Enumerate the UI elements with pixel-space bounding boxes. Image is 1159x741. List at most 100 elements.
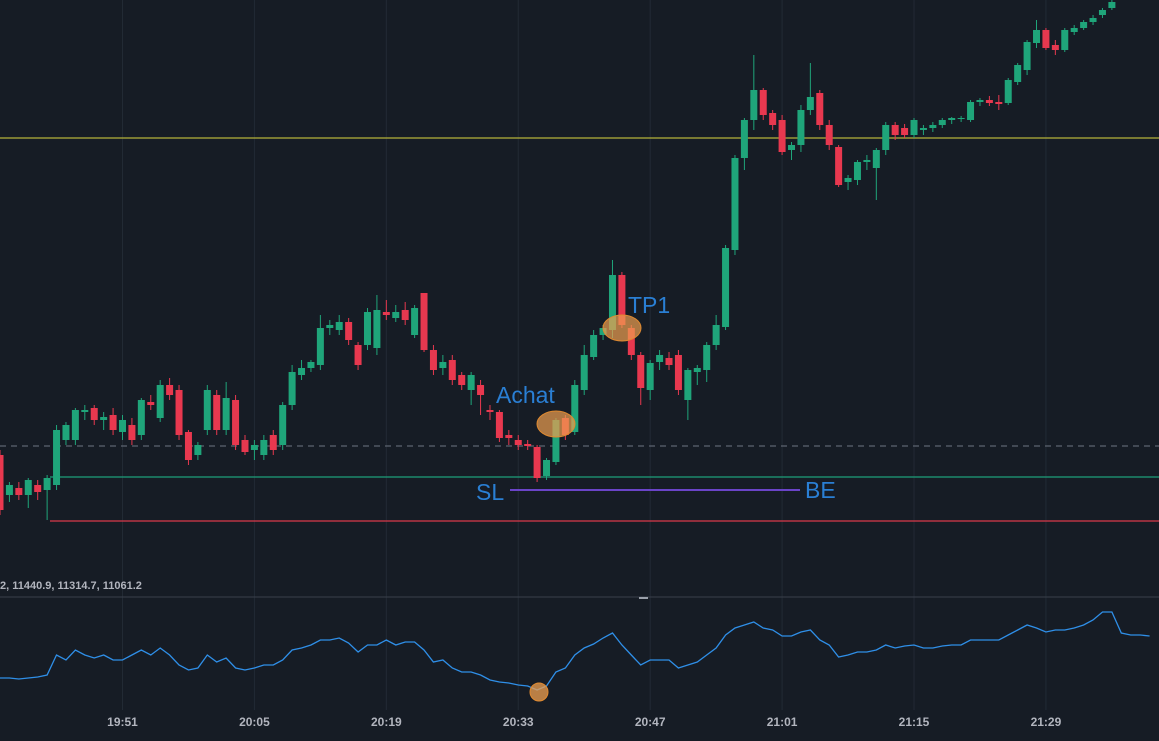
- candle-body: [656, 355, 664, 362]
- candle-body: [241, 440, 249, 452]
- candle-body: [759, 90, 767, 115]
- candle-body: [1108, 2, 1116, 8]
- candle-body: [995, 102, 1003, 104]
- candle-body: [806, 97, 814, 110]
- candle-body: [590, 335, 598, 357]
- candle-body: [750, 90, 758, 120]
- candle-body: [722, 248, 730, 327]
- candle-body: [1061, 30, 1069, 50]
- candle-body: [458, 375, 466, 385]
- indicator: [0, 611, 1150, 691]
- candle-body: [1080, 22, 1088, 28]
- x-tick-label: 21:29: [1031, 715, 1062, 729]
- x-tick-label: 21:15: [899, 715, 930, 729]
- candle-body: [788, 145, 796, 150]
- candle-body: [467, 375, 475, 390]
- candle-body: [938, 120, 946, 125]
- candle-body: [608, 275, 616, 330]
- candle-body: [486, 410, 494, 412]
- candle-body: [665, 358, 673, 365]
- candle-body: [703, 345, 711, 370]
- candle-body: [90, 408, 98, 420]
- candle-body: [1004, 80, 1012, 103]
- candle-body: [1014, 65, 1022, 82]
- candle-body: [203, 390, 211, 430]
- candle-body: [948, 118, 956, 120]
- candle-body: [316, 328, 324, 365]
- x-tick-label: 20:33: [503, 715, 534, 729]
- candle-body: [863, 160, 871, 162]
- annotation: TP1: [628, 292, 670, 318]
- candle-body: [646, 363, 654, 390]
- candle-body: [1089, 18, 1097, 22]
- candle-body: [269, 435, 277, 450]
- candle-body: [81, 410, 89, 412]
- candle-body: [194, 445, 202, 455]
- candle-body: [156, 385, 164, 418]
- candle-body: [232, 400, 240, 445]
- x-axis: 19:51 20:05 20:19 20:33 20:47 21:01 21:15 21:29: [107, 715, 1061, 729]
- candle-body: [910, 120, 918, 135]
- candle-body: [524, 444, 532, 446]
- x-tick-label: 19:51: [107, 715, 138, 729]
- candle-body: [118, 420, 126, 432]
- candle-body: [345, 322, 353, 340]
- candle-body: [382, 312, 390, 315]
- candle-body: [354, 345, 362, 365]
- candle-body: [571, 385, 579, 432]
- candles: [0, 0, 1116, 520]
- candle-body: [514, 440, 522, 445]
- candle-body: [392, 312, 400, 318]
- candle-body: [976, 100, 984, 102]
- candle-body: [816, 93, 824, 125]
- indicator-marker: [529, 682, 549, 702]
- candle-body: [335, 322, 343, 330]
- candle-body: [1070, 28, 1078, 32]
- indicator-legend: 2, 11440.9, 11314.7, 11061.2: [0, 580, 142, 592]
- candle-body: [298, 368, 306, 375]
- candle-body: [250, 445, 258, 450]
- candle-body: [872, 150, 880, 168]
- candle-body: [495, 412, 503, 438]
- candle-body: [1051, 45, 1059, 50]
- entry-marker: [536, 410, 576, 438]
- candle-body: [128, 425, 136, 440]
- candle-body: [34, 485, 42, 492]
- candle-body: [693, 368, 701, 372]
- candle-body: [769, 113, 777, 125]
- candle-body: [307, 362, 315, 368]
- candle-body: [712, 325, 720, 345]
- candle-body: [543, 460, 551, 476]
- candle-body: [731, 158, 739, 250]
- candle-body: [901, 128, 909, 135]
- candle-body: [71, 410, 79, 440]
- candle-body: [853, 162, 861, 180]
- candle-body: [674, 355, 682, 390]
- candle-body: [62, 425, 70, 440]
- candle-body: [778, 120, 786, 152]
- candle-body: [477, 385, 485, 395]
- x-tick-label: 21:01: [767, 715, 798, 729]
- candle-body: [24, 480, 32, 495]
- x-tick-label: 20:05: [239, 715, 270, 729]
- candle-body: [260, 440, 268, 455]
- candle-body: [740, 120, 748, 158]
- candle-body: [15, 488, 23, 495]
- candle-body: [684, 370, 692, 400]
- candle-body: [326, 325, 334, 328]
- candle-body: [844, 178, 852, 182]
- indicator-line: [0, 611, 1150, 691]
- candle-body: [552, 420, 560, 462]
- candle-body: [420, 293, 428, 350]
- levels: [0, 137, 1159, 522]
- candle-body: [43, 478, 51, 490]
- candle-body: [373, 310, 381, 348]
- candle-body: [175, 390, 183, 435]
- candle-body: [184, 432, 192, 460]
- candle-body: [967, 102, 975, 120]
- candle-body: [957, 118, 965, 119]
- candle-body: [505, 435, 513, 438]
- candle-body: [401, 310, 409, 320]
